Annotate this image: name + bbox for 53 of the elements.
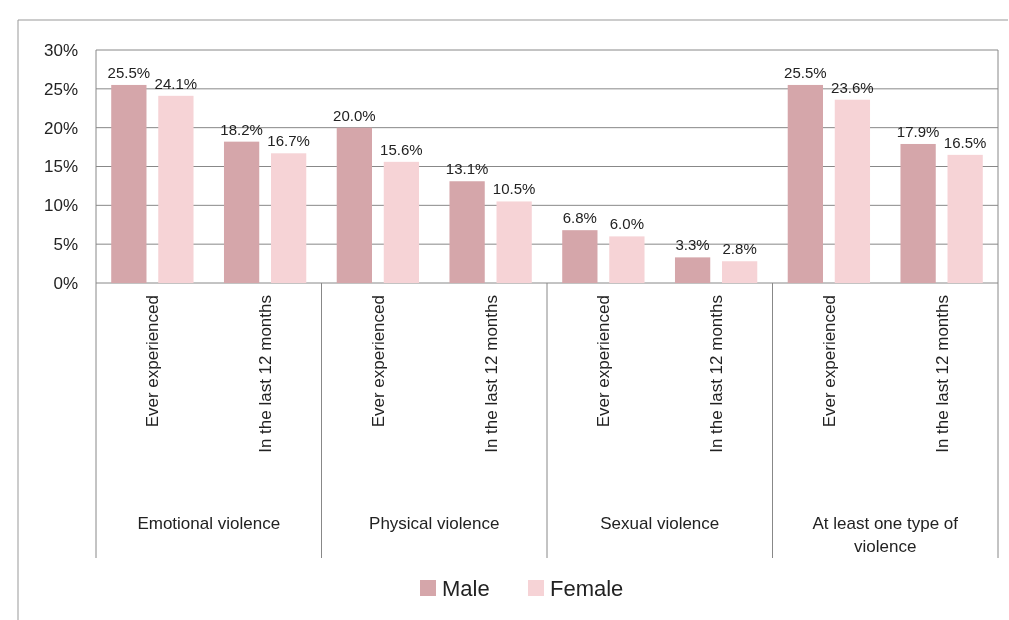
legend-label: Female bbox=[550, 576, 624, 601]
text: Sexual violence bbox=[600, 514, 720, 533]
bar bbox=[722, 261, 758, 283]
text: 6.0% bbox=[609, 215, 644, 233]
bar bbox=[496, 201, 532, 283]
bar bbox=[223, 141, 260, 283]
x-tick-label: In the last 12 months bbox=[707, 295, 727, 453]
bar bbox=[111, 84, 147, 283]
x-tick-label: Ever experienced bbox=[819, 295, 839, 428]
bar bbox=[449, 181, 485, 283]
text: At least one type of violence bbox=[812, 514, 959, 556]
x-tick-label: In the last 12 months bbox=[932, 295, 952, 453]
y-tick-label: 30% bbox=[43, 40, 78, 60]
y-tick-label: 10% bbox=[43, 196, 78, 216]
text: 20.0% bbox=[333, 106, 376, 124]
y-tick-label: 15% bbox=[43, 157, 78, 177]
bar bbox=[383, 161, 420, 283]
bar bbox=[336, 127, 372, 283]
y-tick-label: 0% bbox=[53, 273, 78, 293]
bar bbox=[158, 95, 194, 283]
bar bbox=[947, 154, 983, 283]
x-tick-label: Ever experienced bbox=[368, 295, 388, 428]
text: 16.7% bbox=[267, 132, 310, 150]
text: 18.2% bbox=[220, 120, 263, 138]
text: 25.5% bbox=[107, 63, 151, 81]
text: 23.6% bbox=[831, 78, 874, 96]
y-tick-label: 25% bbox=[43, 79, 78, 99]
text: 25.5% bbox=[784, 63, 827, 81]
text: 3.3% bbox=[675, 236, 710, 254]
text: 13.1% bbox=[445, 160, 489, 178]
x-tick-label: In the last 12 months bbox=[481, 295, 501, 453]
legend-label: Male bbox=[442, 576, 490, 601]
text: 17.9% bbox=[896, 122, 940, 140]
y-tick-label: 20% bbox=[43, 118, 78, 138]
text: 10.5% bbox=[492, 180, 536, 198]
bar bbox=[609, 236, 645, 283]
text: 15.6% bbox=[380, 140, 423, 158]
bar bbox=[787, 84, 823, 283]
x-tick-label: Ever experienced bbox=[594, 295, 614, 428]
y-tick-label: 5% bbox=[53, 235, 78, 255]
text: 2.8% bbox=[722, 240, 757, 258]
bar bbox=[562, 230, 598, 283]
bar bbox=[900, 143, 936, 283]
text: Emotional violence bbox=[137, 514, 281, 533]
x-tick-label: Ever experienced bbox=[143, 295, 163, 428]
bar bbox=[271, 153, 307, 283]
text: 6.8% bbox=[562, 209, 597, 227]
bar bbox=[674, 257, 711, 283]
text: 16.5% bbox=[943, 133, 987, 151]
text: Physical violence bbox=[369, 514, 500, 533]
bar bbox=[834, 99, 871, 283]
x-tick-label: In the last 12 months bbox=[256, 295, 276, 453]
text: 24.1% bbox=[154, 74, 198, 92]
